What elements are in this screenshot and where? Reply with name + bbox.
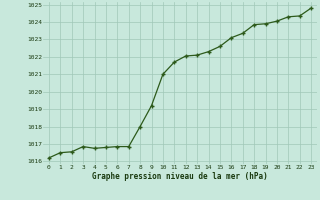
X-axis label: Graphe pression niveau de la mer (hPa): Graphe pression niveau de la mer (hPa)	[92, 172, 268, 181]
